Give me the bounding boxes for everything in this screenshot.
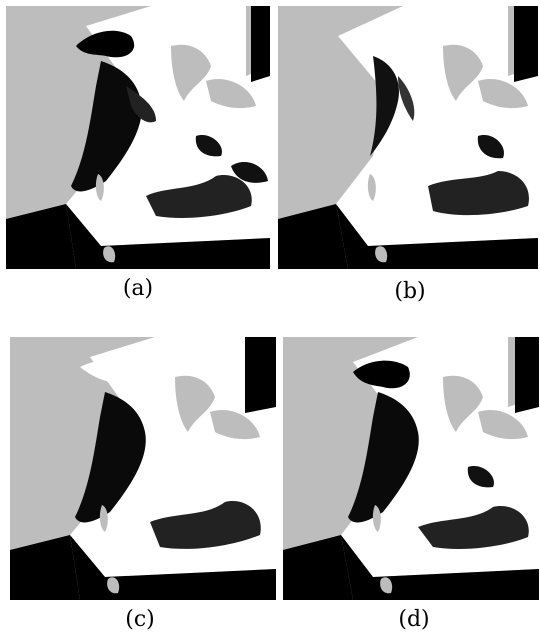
satellite-map-d <box>283 337 539 600</box>
satellite-map-c <box>10 337 276 600</box>
caption-b: (b) <box>394 279 426 304</box>
panel-a <box>6 6 270 269</box>
panel-d <box>283 337 539 600</box>
satellite-map-b <box>278 6 538 269</box>
caption-d: (d) <box>398 607 430 632</box>
panel-b <box>278 6 538 269</box>
caption-c: (c) <box>125 607 155 632</box>
panel-c <box>10 337 276 600</box>
satellite-map-a <box>6 6 270 269</box>
caption-a: (a) <box>122 276 154 301</box>
